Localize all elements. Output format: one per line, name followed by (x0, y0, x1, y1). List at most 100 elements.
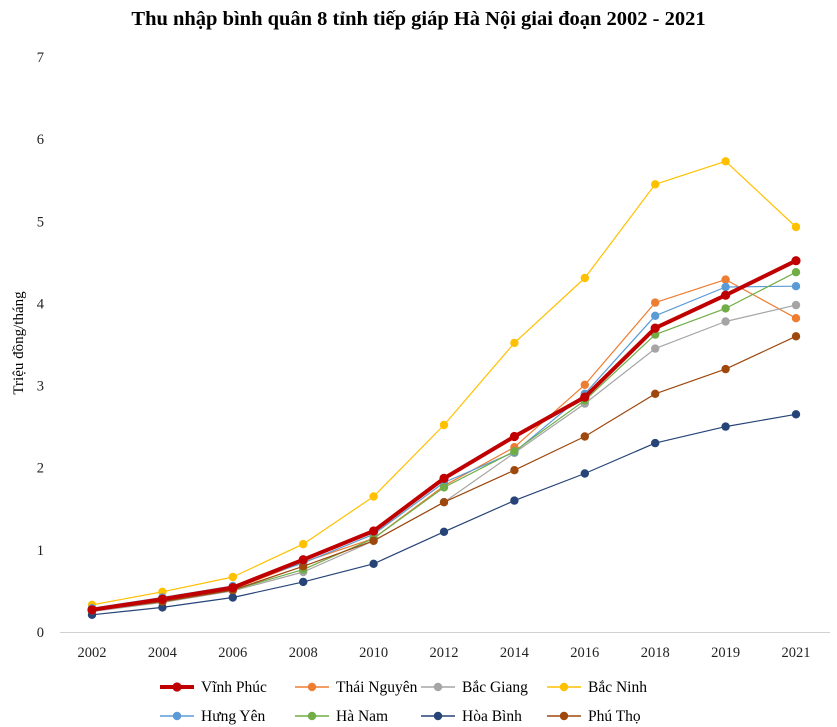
x-tick-label-2019: 2019 (711, 645, 740, 661)
series-4-point-2021 (791, 282, 801, 291)
series-7-point-2012 (439, 498, 449, 507)
series-0-point-2019 (721, 290, 731, 300)
legend: Vĩnh Phúc Thái Nguyên Bắc Giang Bắc Ninh Hưn… (160, 679, 647, 725)
series-0 (87, 256, 801, 615)
y-tick-label-2: 2 (37, 461, 44, 477)
axes: 0 1 2 3 4 5 6 7 2002 2004 2006 2008 2010 2012 2014 2016… (37, 50, 830, 661)
legend-item-5: Hà Nam (295, 708, 388, 725)
legend-label-0: Vĩnh Phúc (201, 679, 267, 696)
series-2-line (91, 304, 797, 613)
x-tick-label-2016: 2016 (570, 645, 599, 661)
legend-item-1: Thái Nguyên (295, 679, 418, 696)
legend-item-2: Bắc Giang (421, 679, 528, 696)
series-6-point-2006 (228, 593, 237, 602)
series-0-point-2018 (650, 323, 660, 333)
series-3-point-2016 (580, 273, 589, 283)
series-6-point-2004 (158, 603, 167, 612)
series-layer (87, 157, 801, 619)
series-6-point-2019 (721, 422, 730, 431)
x-tick-label-2012: 2012 (430, 645, 459, 661)
legend-label-2: Bắc Giang (462, 679, 528, 696)
legend-swatch-marker-1 (307, 682, 317, 692)
series-3-point-2021 (791, 222, 801, 232)
series-6-point-2010 (369, 559, 378, 568)
legend-label-4: Hưng Yên (201, 708, 265, 725)
legend-item-7: Phú Thọ (547, 708, 641, 725)
series-3-line (91, 160, 797, 606)
series-4-point-2018 (651, 311, 660, 320)
x-tick-label-2014: 2014 (500, 645, 530, 661)
series-5-point-2021 (791, 268, 801, 277)
series-2-point-2019 (721, 317, 730, 326)
x-tick-label-2002: 2002 (78, 645, 107, 661)
legend-item-0: Vĩnh Phúc (160, 679, 267, 696)
series-0-point-2010 (369, 526, 379, 536)
series-0-point-2021 (791, 256, 801, 266)
series-6-point-2014 (510, 496, 519, 505)
series-3-point-2014 (510, 338, 519, 348)
series-0-point-2014 (509, 431, 519, 442)
series-0-point-2016 (580, 392, 590, 402)
series-6-point-2018 (651, 438, 660, 448)
legend-label-1: Thái Nguyên (336, 679, 418, 696)
series-5 (87, 268, 801, 614)
series-0-point-2006 (228, 583, 238, 593)
y-axis-title: Triệu đồng/tháng (11, 291, 27, 395)
series-5-line (91, 271, 797, 611)
chart-title: Thu nhập bình quân 8 tỉnh tiếp giáp Hà N… (131, 8, 706, 30)
legend-swatch-marker-3 (559, 682, 569, 692)
series-0-point-2004 (157, 594, 167, 604)
series-1-point-2018 (651, 298, 660, 307)
series-6-point-2012 (439, 527, 449, 536)
x-tick-label-2021: 2021 (782, 645, 811, 661)
series-0-point-2012 (439, 473, 449, 483)
series-2 (87, 300, 801, 616)
series-1-line (91, 279, 797, 612)
series-7-point-2010 (369, 536, 378, 545)
series-6-point-2021 (791, 410, 801, 419)
series-3 (87, 157, 801, 610)
legend-label-6: Hòa Bình (462, 708, 522, 725)
legend-swatch-marker-6 (433, 711, 443, 721)
series-1-point-2021 (791, 314, 801, 323)
legend-label-5: Hà Nam (336, 708, 388, 725)
x-tick-label-2006: 2006 (218, 645, 247, 661)
x-tick-label-2010: 2010 (359, 645, 388, 661)
series-1 (87, 275, 801, 615)
y-tick-label-6: 6 (37, 132, 44, 148)
series-0-point-2002 (87, 605, 97, 615)
series-3-point-2006 (228, 572, 237, 582)
y-tick-label-0: 0 (37, 625, 44, 641)
series-5-point-2012 (439, 483, 449, 492)
y-tick-label-1: 1 (37, 543, 44, 559)
series-7-line (91, 335, 797, 612)
series-6-point-2016 (580, 469, 589, 478)
series-7-point-2018 (651, 389, 660, 398)
legend-label-3: Bắc Ninh (588, 679, 647, 696)
legend-label-7: Phú Thọ (588, 708, 641, 725)
legend-item-4: Hưng Yên (160, 708, 265, 725)
y-tick-label-7: 7 (37, 50, 44, 66)
series-7-point-2016 (580, 432, 589, 441)
series-3-point-2008 (299, 539, 308, 549)
y-tick-label-3: 3 (37, 379, 44, 395)
series-0-point-2008 (298, 555, 308, 565)
x-tick-label-2008: 2008 (289, 645, 318, 661)
x-tick-label-2018: 2018 (641, 645, 670, 661)
series-2-point-2021 (791, 300, 801, 310)
series-4 (87, 282, 801, 613)
legend-item-6: Hòa Bình (421, 708, 522, 725)
series-5-point-2019 (721, 304, 730, 313)
y-tick-label-5: 5 (37, 214, 44, 230)
series-2-point-2018 (651, 344, 660, 353)
x-tick-label-2004: 2004 (148, 645, 178, 661)
series-7-point-2014 (510, 466, 519, 475)
series-6 (87, 410, 801, 619)
legend-swatch-marker-2 (433, 682, 443, 692)
series-3-point-2012 (439, 420, 449, 430)
legend-swatch-marker-4 (172, 711, 182, 721)
legend-item-3: Bắc Ninh (547, 679, 647, 696)
series-1-point-2016 (580, 380, 589, 389)
legend-swatch-marker-0 (172, 682, 182, 692)
